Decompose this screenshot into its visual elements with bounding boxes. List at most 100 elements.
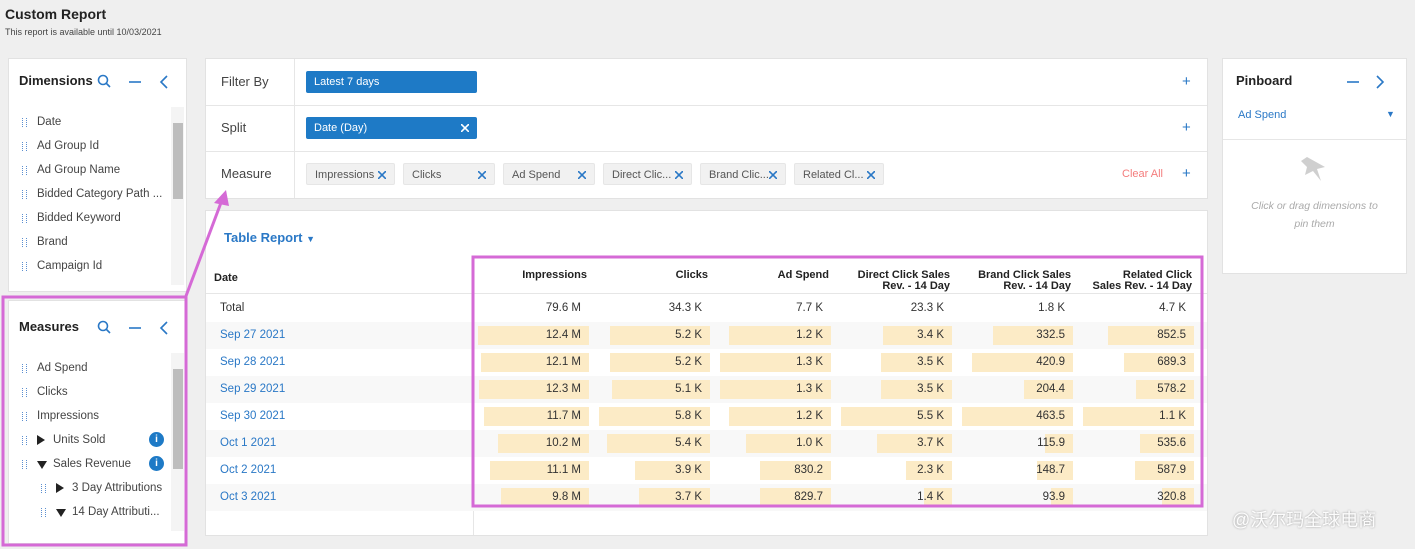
column-header: Date (214, 272, 238, 284)
chip-label[interactable]: Impressions (315, 169, 375, 181)
dropdown-arrow[interactable]: ▼ (1386, 109, 1395, 119)
data-bar (728, 326, 831, 345)
remove-icon[interactable] (461, 124, 469, 132)
measure-item[interactable]: Clicks (37, 386, 68, 398)
filter-chip[interactable]: Impressions (306, 163, 395, 185)
filter-chip[interactable]: Latest 7 days (306, 71, 477, 93)
remove-icon[interactable] (478, 171, 486, 179)
chip-label[interactable]: Clicks (412, 169, 442, 181)
data-bar (993, 326, 1073, 345)
table-report-menu[interactable]: Table Report ▼ (224, 230, 316, 245)
drag-handle[interactable] (22, 412, 27, 421)
info-icon[interactable]: i (149, 432, 164, 447)
chip-label[interactable]: Brand Clic... (709, 169, 769, 181)
scrollbar[interactable] (171, 107, 184, 285)
filter-chip[interactable]: Ad Spend (503, 163, 595, 185)
dimension-item[interactable]: Campaign Id (37, 260, 103, 272)
drag-handle[interactable] (41, 508, 46, 517)
remove-icon[interactable] (867, 171, 875, 179)
chip-label[interactable]: Direct Clic... (612, 169, 672, 181)
drag-handle[interactable] (22, 436, 27, 445)
add-button[interactable]: + (1182, 165, 1191, 182)
measure-item[interactable]: 14 Day Attributi... (72, 506, 160, 518)
panel-title: Measures (19, 319, 79, 334)
panel-icons[interactable] (97, 73, 177, 91)
dimension-item[interactable]: Bidded Category Path ... (37, 188, 163, 200)
drag-handle[interactable] (22, 214, 27, 223)
remove-icon[interactable] (378, 171, 386, 179)
remove-icon[interactable] (675, 171, 683, 179)
pinned-measure[interactable]: Ad Spend (1238, 109, 1287, 121)
drag-handle[interactable] (22, 238, 27, 247)
panel-icons[interactable] (1345, 73, 1395, 91)
data-bar (599, 407, 710, 426)
measure-item[interactable]: Units Sold (53, 434, 106, 446)
clear-all[interactable]: Clear All (1122, 168, 1163, 180)
dimension-item[interactable]: Brand (37, 236, 68, 248)
data-bar (760, 488, 831, 507)
data-bar (635, 461, 710, 480)
measure-item[interactable]: Sales Revenue (53, 458, 131, 470)
menu-label[interactable]: Table Report (224, 230, 303, 245)
data-bar (1037, 461, 1073, 480)
drag-handle[interactable] (22, 388, 27, 397)
cell-value: 535.6 (1157, 437, 1186, 449)
expand-toggle[interactable] (56, 483, 64, 493)
drag-handle[interactable] (22, 142, 27, 151)
info-icon[interactable]: i (149, 456, 164, 471)
data-bar (501, 488, 589, 507)
column-header: Impressions (522, 269, 587, 281)
date-link[interactable]: Sep 28 2021 (220, 356, 286, 368)
drag-handle[interactable] (22, 166, 27, 175)
drag-handle[interactable] (22, 460, 27, 469)
data-bar (1107, 326, 1194, 345)
column-header: Brand Click Sales Rev. - 14 Day (978, 269, 1071, 292)
cell-value: 9.8 M (552, 491, 581, 503)
measure-item[interactable]: Ad Spend (37, 362, 88, 374)
filter-chip[interactable]: Direct Clic... (603, 163, 692, 185)
chip-label[interactable]: Related Cl... (803, 169, 864, 181)
filter-chip[interactable]: Related Cl... (794, 163, 884, 185)
scrollbar[interactable] (171, 353, 184, 531)
measure-item[interactable]: 3 Day Attributions (72, 482, 163, 494)
filter-chip[interactable]: Brand Clic... (700, 163, 786, 185)
drag-handle[interactable] (41, 484, 46, 493)
data-bar (841, 407, 952, 426)
data-bar (606, 434, 710, 453)
expand-toggle[interactable] (56, 509, 66, 517)
remove-icon[interactable] (578, 171, 586, 179)
drag-handle[interactable] (22, 262, 27, 271)
date-link[interactable]: Oct 3 2021 (220, 491, 277, 503)
cell-value: 3.5 K (917, 383, 944, 395)
date-link[interactable]: Oct 1 2021 (220, 437, 277, 449)
dimension-item[interactable]: Ad Group Name (37, 164, 121, 176)
chip-label[interactable]: Date (Day) (314, 122, 368, 134)
remove-icon[interactable] (769, 171, 777, 179)
measure-item[interactable]: Impressions (37, 410, 99, 422)
chip-label[interactable]: Latest 7 days (314, 76, 380, 88)
date-link[interactable]: Sep 30 2021 (220, 410, 286, 422)
highlight-box (471, 255, 1204, 508)
pinboard-panel: Pinboard Ad Spend ▼ Click or drag dimens… (1222, 58, 1407, 274)
add-button[interactable]: + (1182, 73, 1191, 90)
cell-value: 5.2 K (675, 356, 702, 368)
date-link[interactable]: Sep 27 2021 (220, 329, 286, 341)
date-link[interactable]: Oct 2 2021 (220, 464, 277, 476)
date-link[interactable]: Sep 29 2021 (220, 383, 286, 395)
expand-toggle[interactable] (37, 435, 45, 445)
dimension-item[interactable]: Ad Group Id (37, 140, 100, 152)
chip-label[interactable]: Ad Spend (512, 169, 561, 181)
drag-handle[interactable] (22, 190, 27, 199)
expand-toggle[interactable] (37, 461, 47, 469)
cell-value: 1.4 K (917, 491, 944, 503)
cell-value: 115.9 (1037, 437, 1065, 449)
drag-handle[interactable] (22, 364, 27, 373)
panel-icons[interactable] (97, 319, 177, 337)
add-button[interactable]: + (1182, 119, 1191, 136)
drag-handle[interactable] (22, 118, 27, 127)
filter-chip[interactable]: Date (Day) (306, 117, 477, 139)
dimension-item[interactable]: Bidded Keyword (37, 212, 121, 224)
dimension-item[interactable]: Date (37, 116, 62, 128)
filter-chip[interactable]: Clicks (403, 163, 495, 185)
